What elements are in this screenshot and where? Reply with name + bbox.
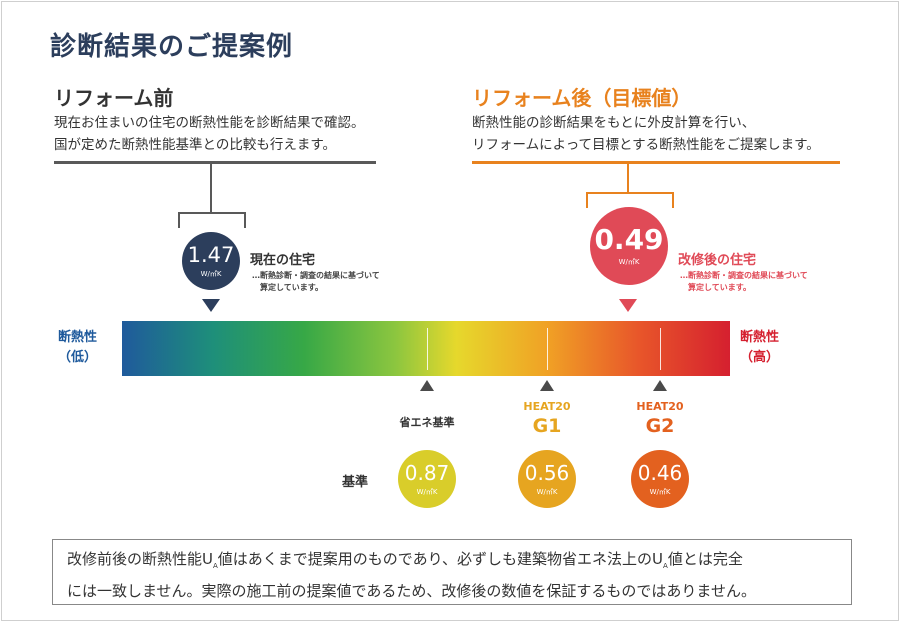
tick-standard	[427, 328, 428, 370]
page-title: 診断結果のご提案例	[50, 32, 294, 62]
g1-value-circle: 0.56 W/㎡K	[518, 450, 576, 508]
after-desc-line1: 断熱性能の診断結果をもとに外皮計算を行い、	[472, 115, 756, 131]
disclaimer-line2: には一致しません。実際の施工前の提案値であるため、改修後の数値を保証するものでは…	[67, 582, 756, 600]
before-bracket	[178, 212, 246, 228]
g1-label: HEAT20 G1	[507, 400, 587, 438]
scale-low-label: 断熱性 （低）	[58, 328, 97, 368]
renovated-house-label: 改修後の住宅	[678, 253, 757, 268]
current-value-circle: 1.47 W/㎡K	[182, 232, 240, 290]
renovated-house-note: …断熱診断・調査の結果に基づいて 算定しています。	[680, 270, 808, 294]
after-heading: リフォーム後（目標値）	[472, 86, 692, 110]
disclaimer-line1: 改修前後の断熱性能UA値はあくまで提案用のものであり、必ずしも建築物省エネ法上の…	[67, 547, 837, 579]
before-heading: リフォーム前	[54, 86, 174, 110]
tick-g2	[660, 328, 661, 370]
after-connector	[627, 163, 629, 193]
g2-name: HEAT20	[636, 400, 684, 413]
standard-value-circle: 0.87 W/㎡K	[398, 450, 456, 508]
current-house-label: 現在の住宅	[250, 253, 316, 268]
current-pointer-icon	[202, 299, 220, 312]
standard-name: 省エネ基準	[399, 416, 455, 429]
g1-marker-icon	[540, 380, 554, 391]
standards-row-label: 基準	[342, 475, 369, 490]
after-rule	[472, 161, 840, 164]
target-pointer-icon	[619, 299, 637, 312]
disclaimer-text-2: 値はあくまで提案用のものであり、必ずしも建築物省エネ法上のU	[217, 550, 664, 568]
after-bracket	[586, 192, 674, 208]
before-connector	[210, 163, 212, 213]
g2-marker-icon	[653, 380, 667, 391]
standard-value: 0.87	[404, 460, 450, 485]
before-description: 現在お住まいの住宅の断熱性能を診断結果で確認。 国が定めた断熱性能基準との比較も…	[54, 112, 365, 156]
target-value: 0.49	[594, 222, 664, 256]
before-desc-line1: 現在お住まいの住宅の断熱性能を診断結果で確認。	[54, 115, 365, 131]
target-unit: W/㎡K	[618, 257, 640, 266]
standard-marker-icon	[420, 380, 434, 391]
current-house-note: …断熱診断・調査の結果に基づいて 算定しています。	[252, 270, 380, 294]
g2-label: HEAT20 G2	[620, 400, 700, 438]
g1-name: HEAT20	[523, 400, 571, 413]
target-value-circle: 0.49 W/㎡K	[590, 207, 668, 285]
g2-value: 0.46	[637, 460, 683, 485]
scale-high-line2: （高）	[740, 350, 780, 365]
g1-value: 0.56	[524, 460, 570, 485]
renovated-note-line1: …断熱診断・調査の結果に基づいて	[680, 271, 808, 280]
current-note-line2: 算定しています。	[260, 283, 323, 292]
scale-low-line1: 断熱性	[58, 330, 98, 345]
before-rule	[54, 161, 376, 164]
after-description: 断熱性能の診断結果をもとに外皮計算を行い、 リフォームによって目標とする断熱性能…	[472, 112, 820, 156]
g2-grade: G2	[645, 415, 675, 437]
current-value: 1.47	[187, 242, 235, 267]
disclaimer-sub-2: A	[663, 562, 668, 570]
g1-unit: W/㎡K	[536, 487, 558, 496]
insulation-gradient-bar	[122, 321, 730, 376]
scale-high-label: 断熱性 （高）	[740, 328, 779, 368]
tick-g1	[547, 328, 548, 370]
disclaimer-text-1: 改修前後の断熱性能U	[67, 550, 213, 568]
disclaimer-sub-1: A	[212, 562, 218, 570]
before-desc-line2: 国が定めた断熱性能基準との比較も行えます。	[54, 137, 337, 153]
g1-grade: G1	[532, 415, 562, 437]
g2-unit: W/㎡K	[649, 487, 671, 496]
scale-low-line2: （低）	[58, 350, 98, 365]
disclaimer-box: 改修前後の断熱性能UA値はあくまで提案用のものであり、必ずしも建築物省エネ法上の…	[52, 539, 852, 605]
disclaimer-text-3: 値とは完全	[667, 550, 743, 568]
renovated-note-line2: 算定しています。	[688, 283, 751, 292]
standard-unit: W/㎡K	[416, 487, 438, 496]
after-desc-line2: リフォームによって目標とする断熱性能をご提案します。	[472, 137, 820, 153]
current-unit: W/㎡K	[200, 269, 222, 278]
g2-value-circle: 0.46 W/㎡K	[631, 450, 689, 508]
current-note-line1: …断熱診断・調査の結果に基づいて	[252, 271, 380, 280]
scale-high-line1: 断熱性	[740, 330, 780, 345]
